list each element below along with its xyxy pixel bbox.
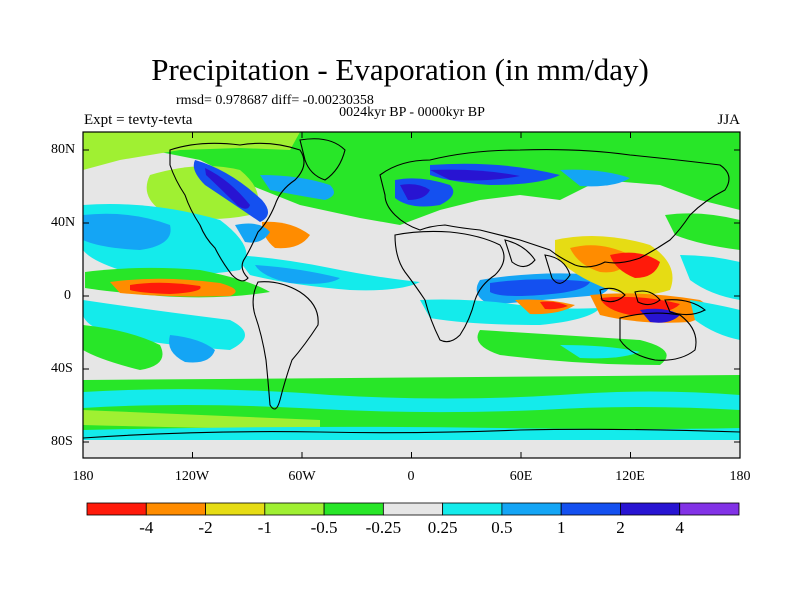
lon-label-180w: 180 <box>72 469 94 484</box>
colorbar-swatch <box>323 502 384 516</box>
colorbar-tick-label: 4 <box>675 518 684 537</box>
colorbar-swatch <box>264 502 325 516</box>
colorbar-tick-label: -0.25 <box>365 518 402 537</box>
colorbar-tick-label: -4 <box>139 518 154 537</box>
rmsd-stats: rmsd= 0.978687 diff= -0.00230358 <box>176 93 374 108</box>
season-label: JJA <box>717 112 740 128</box>
colorbar-swatch <box>86 502 147 516</box>
colorbar-tick-label: 2 <box>616 518 625 537</box>
colorbar-swatch <box>620 502 681 516</box>
colorbar-swatch <box>560 502 621 516</box>
lon-label-60e: 60E <box>509 469 533 484</box>
colorbar-swatch <box>145 502 206 516</box>
period-label: 0024kyr BP - 0000kyr BP <box>339 105 485 120</box>
colorbar-swatch <box>442 502 503 516</box>
colorbar <box>86 502 740 516</box>
lat-label-80s: 80S <box>51 434 73 449</box>
colorbar-tick-label: -2 <box>198 518 213 537</box>
colorbar-swatch <box>382 502 444 516</box>
coastlines <box>83 138 740 439</box>
colorbar-swatch <box>205 502 266 516</box>
colorbar-swatch <box>501 502 562 516</box>
colorbar-tick-label: -1 <box>257 518 272 537</box>
colorbar-tick-label: 0.5 <box>491 518 513 537</box>
colorbar-tick-label: -0.5 <box>310 518 338 537</box>
map-field <box>83 132 740 458</box>
lat-label-equator: 0 <box>64 288 71 303</box>
colorbar-swatch <box>679 502 740 516</box>
experiment-label: Expt = tevty-tevta <box>84 112 193 128</box>
colorbar-tick-label: 1 <box>556 518 566 537</box>
colorbar-tick-label: 0.25 <box>427 518 458 537</box>
lat-label-80n: 80N <box>51 142 76 157</box>
lon-label-60w: 60W <box>288 469 316 484</box>
lat-label-40n: 40N <box>51 215 76 230</box>
lat-label-40s: 40S <box>51 361 73 376</box>
lon-label-0: 0 <box>407 469 415 484</box>
lon-label-120e: 120E <box>615 469 645 484</box>
map-ticks <box>83 132 740 458</box>
map-title: Precipitation - Evaporation (in mm/day) <box>151 52 649 87</box>
lon-label-120w: 120W <box>174 469 210 484</box>
lon-label-180e: 180 <box>729 469 751 484</box>
